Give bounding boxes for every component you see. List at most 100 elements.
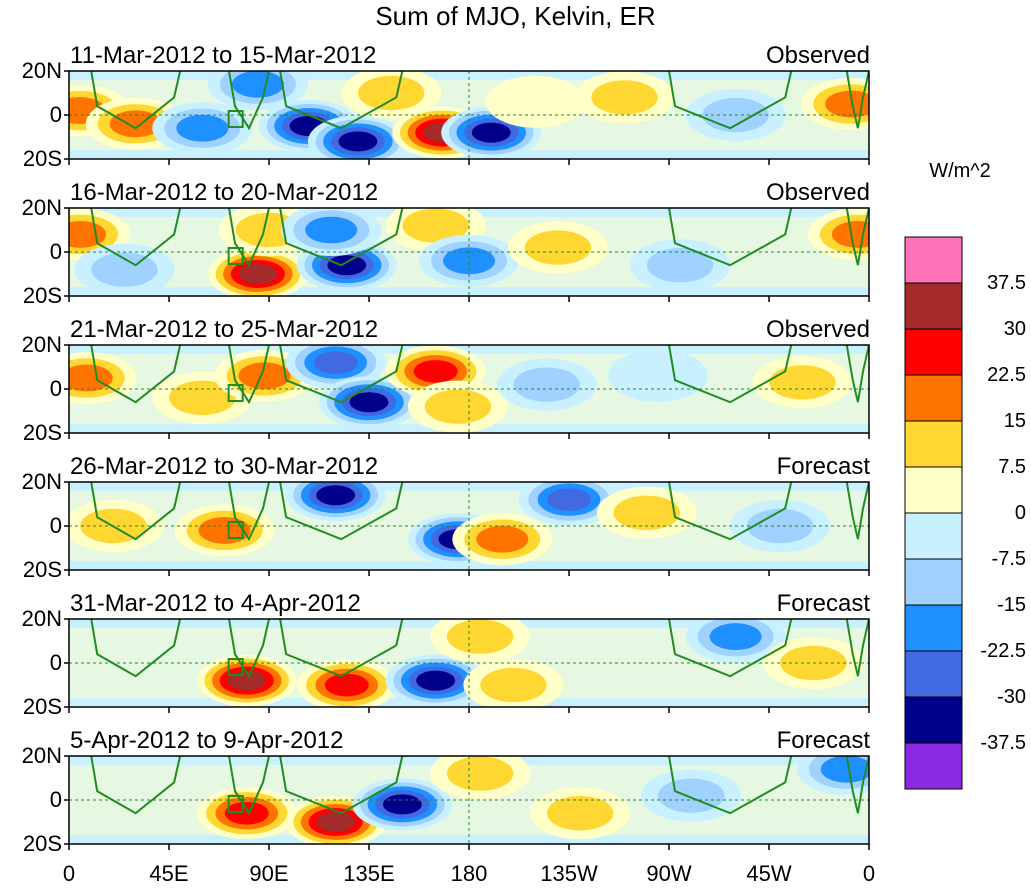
coastline	[90, 345, 182, 404]
colorbar-swatch	[904, 374, 963, 422]
lat-label: 20N	[21, 743, 62, 768]
lat-label: 0	[49, 513, 62, 538]
coastline	[668, 208, 793, 267]
contour-blob	[402, 208, 469, 243]
panel-1	[69, 71, 869, 159]
contour-blob	[547, 488, 591, 511]
colorbar-label: -7.5	[991, 548, 1026, 570]
coastline	[279, 619, 404, 678]
panel-3	[69, 345, 869, 433]
lat-label: 20N	[21, 195, 62, 220]
contour-blob	[316, 812, 356, 832]
colorbar-swatch	[904, 604, 963, 652]
coastline	[279, 482, 404, 541]
lat-label: 20S	[22, 831, 62, 856]
colorbar-label: 22.5	[987, 364, 1026, 386]
region-box	[227, 521, 244, 539]
region-box	[227, 247, 244, 265]
colorbar	[904, 236, 963, 790]
lat-label: 20S	[22, 420, 62, 445]
contour-blob	[231, 71, 284, 98]
contour-blob	[224, 801, 269, 825]
coastline	[845, 345, 869, 403]
coastline	[845, 71, 869, 129]
colorbar-swatch	[904, 466, 963, 514]
contour-blob	[443, 247, 495, 275]
panel-kind-2: Observed	[765, 179, 870, 206]
lat-label: 0	[49, 376, 62, 401]
contour-blob	[413, 360, 458, 383]
panel-date-3: 21-Mar-2012 to 25-Mar-2012	[70, 316, 379, 343]
contour-blob	[313, 351, 358, 374]
contour-blob	[424, 389, 492, 424]
coastline	[228, 756, 270, 816]
contour-blob	[338, 131, 378, 152]
coastline	[279, 756, 404, 815]
panel-6	[69, 756, 869, 844]
colorbar-units: W/m^2	[929, 160, 991, 182]
contour-blob	[446, 756, 514, 791]
contour-blob	[238, 362, 291, 390]
coastline	[90, 619, 182, 678]
lat-label: 0	[49, 787, 62, 812]
contour-blob	[238, 264, 278, 284]
colorbar-swatch	[904, 328, 963, 376]
panel-kind-6: Forecast	[776, 727, 870, 754]
coastline	[228, 208, 270, 268]
contour-blob	[358, 75, 425, 111]
figure-title: Sum of MJO, Kelvin, ER	[375, 1, 656, 31]
contour-blob	[446, 619, 514, 654]
contour-blob	[324, 673, 369, 697]
colorbar-swatch	[904, 650, 963, 698]
lat-label: 20N	[21, 469, 62, 494]
coastline	[279, 71, 404, 130]
contour-blob	[591, 80, 658, 115]
coastline	[228, 482, 270, 542]
colorbar-label: 37.5	[987, 272, 1026, 294]
contour-blob	[69, 364, 113, 392]
lat-label: 20N	[21, 606, 62, 631]
contour-blob	[607, 349, 708, 402]
lat-label: 20S	[22, 146, 62, 171]
colorbar-label: 7.5	[998, 456, 1026, 478]
colorbar-label: -15	[997, 594, 1026, 616]
lon-label: 0	[862, 861, 876, 886]
lon-label: 90E	[249, 861, 289, 886]
coastline	[668, 345, 793, 404]
coastline	[668, 619, 793, 678]
contour-blob	[416, 670, 456, 691]
lat-label: 20S	[22, 694, 62, 719]
contour-blob	[480, 667, 547, 703]
panel-kind-4: Forecast	[776, 453, 870, 480]
lat-label: 20S	[22, 557, 62, 582]
panel-kind-5: Forecast	[776, 590, 870, 617]
colorbar-label: 15	[1003, 410, 1026, 432]
contour-blob	[524, 230, 592, 265]
contour-blob	[349, 392, 389, 413]
coastline	[279, 345, 404, 404]
contour-blob	[476, 525, 529, 553]
contour-blob	[382, 794, 422, 815]
colorbar-label: 30	[1003, 318, 1026, 340]
coastline	[228, 619, 270, 679]
panel-kind-3: Observed	[765, 316, 870, 343]
coastline	[90, 71, 182, 130]
coastline	[668, 482, 793, 541]
lon-label: 90W	[646, 861, 692, 886]
coastline	[90, 208, 182, 267]
coastline	[228, 345, 270, 405]
contour-blob	[305, 216, 358, 244]
panel-date-5: 31-Mar-2012 to 4-Apr-2012	[70, 590, 361, 617]
panel-2	[69, 208, 869, 296]
coastline	[845, 619, 869, 677]
colorbar-label: 0	[1014, 502, 1026, 524]
contour-blob	[316, 485, 356, 506]
lon-label: 0	[62, 861, 76, 886]
contour-blob	[831, 220, 869, 248]
colorbar-swatch	[904, 742, 963, 790]
colorbar-swatch	[904, 236, 963, 284]
contour-blob	[176, 114, 229, 142]
lat-label: 0	[49, 102, 62, 127]
region-box	[227, 658, 244, 676]
